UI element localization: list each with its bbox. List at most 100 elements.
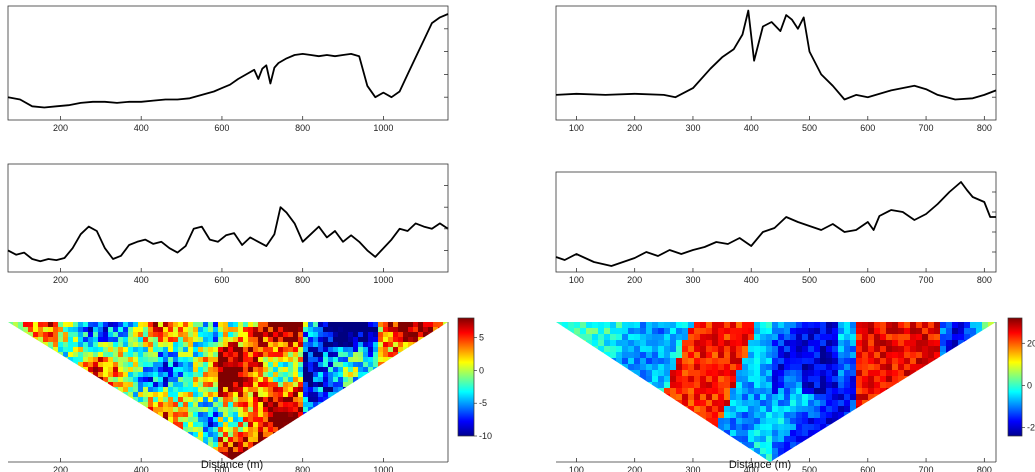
heat-right-cell xyxy=(652,436,659,443)
heat-right-cell xyxy=(898,400,905,407)
heat-left-cell xyxy=(313,352,319,358)
heat-right-cell xyxy=(808,382,815,389)
heat-left-cell xyxy=(413,437,419,443)
heat-right-cell xyxy=(766,352,773,359)
heat-left-cell xyxy=(233,407,239,413)
heat-left-cell xyxy=(18,442,24,448)
heat-left-cell xyxy=(23,367,29,373)
heat-left-cell xyxy=(98,352,104,358)
heat-left-cell xyxy=(88,422,94,428)
heat-right-cell xyxy=(562,424,569,431)
heat-right-cell xyxy=(874,430,881,437)
heat-left-cell xyxy=(383,422,389,428)
heat-left-cell xyxy=(13,362,19,368)
heat-right-cell xyxy=(808,334,815,341)
heat-right-cell xyxy=(832,430,839,437)
heat-right-cell xyxy=(562,460,569,462)
heat-right-cell xyxy=(880,328,887,335)
heat-right-cell xyxy=(934,424,941,431)
heat-left-cell xyxy=(143,377,149,383)
heat-left-cell xyxy=(318,447,324,453)
heat-right-cell xyxy=(766,358,773,365)
heat-right-cell xyxy=(610,340,617,347)
heat-left-cell xyxy=(63,322,69,328)
heat-left-cell xyxy=(128,392,134,398)
heat-right-cell xyxy=(868,406,875,413)
heat-right-cell xyxy=(562,406,569,413)
heat-left-cell xyxy=(363,432,369,438)
heat-right-cell xyxy=(592,358,599,365)
heat-left-cell xyxy=(83,367,89,373)
heat-left-cell xyxy=(78,382,84,388)
heat-right-cell xyxy=(574,436,581,443)
heat-right-cell xyxy=(736,364,743,371)
heat-left-cell xyxy=(53,377,59,383)
heat-left-cell xyxy=(148,432,154,438)
heat-left-cell xyxy=(243,447,249,453)
heat-right-cell xyxy=(748,442,755,449)
heat-right-cell xyxy=(760,442,767,449)
heat-right-cell xyxy=(628,376,635,383)
heat-left-cell xyxy=(18,377,24,383)
heat-left-cell xyxy=(93,437,99,443)
heat-left-cell xyxy=(328,442,334,448)
heat-left-cell xyxy=(378,367,384,373)
heat-right-cell xyxy=(760,400,767,407)
heat-left-cell xyxy=(308,362,314,368)
heat-right-cell xyxy=(922,448,929,455)
heat-right-cell xyxy=(676,454,683,461)
heat-left-cell xyxy=(53,352,59,358)
heat-right-cell xyxy=(970,442,977,449)
heat-right-cell xyxy=(814,388,821,395)
heat-right-cell xyxy=(574,328,581,335)
heat-left-cell xyxy=(318,407,324,413)
heat-left-cell xyxy=(68,402,74,408)
heat-right-cell xyxy=(982,340,989,347)
heat-left-cell xyxy=(78,447,84,453)
heat-left-cell xyxy=(273,452,279,458)
heat-right-cell xyxy=(574,430,581,437)
heat-right-cell xyxy=(880,412,887,419)
heat-right-cell xyxy=(820,346,827,353)
heat-left-cell xyxy=(353,337,359,343)
heat-left-cell xyxy=(203,372,209,378)
heat-right-cell xyxy=(850,430,857,437)
heat-left-cell xyxy=(8,452,14,458)
heat-left-cell xyxy=(278,427,284,433)
heat-left-cell xyxy=(258,452,264,458)
left-mid-frame xyxy=(7,163,449,273)
heat-left-cell xyxy=(183,412,189,418)
left-top-xtick-label: 600 xyxy=(214,123,229,133)
heat-left-cell xyxy=(78,392,84,398)
heat-right-cell xyxy=(814,346,821,353)
heat-right-cell xyxy=(820,352,827,359)
heat-left-cell xyxy=(243,397,249,403)
heat-left-cell xyxy=(373,377,379,383)
heat-right-cell xyxy=(880,358,887,365)
heat-right-cell xyxy=(898,424,905,431)
heat-right-cell xyxy=(940,424,947,431)
heat-left-cell xyxy=(398,442,404,448)
heat-right-cell xyxy=(838,376,845,383)
heat-right-cell xyxy=(682,334,689,341)
heat-left-cell xyxy=(303,377,309,383)
heat-right-cell xyxy=(874,328,881,335)
heat-left-cell xyxy=(83,377,89,383)
heat-right-cell xyxy=(622,352,629,359)
heat-left-cell xyxy=(18,427,24,433)
heat-left-cell xyxy=(258,397,264,403)
heat-left-cell xyxy=(218,427,224,433)
heat-right-cell xyxy=(676,418,683,425)
heat-left-cell xyxy=(43,352,49,358)
heat-left-cell xyxy=(233,377,239,383)
heat-right-cell xyxy=(922,358,929,365)
heat-left-cell xyxy=(23,402,29,408)
heat-right-cell xyxy=(952,382,959,389)
heat-left-cell xyxy=(298,422,304,428)
heat-right-cell xyxy=(844,394,851,401)
heat-right-cell xyxy=(712,322,719,329)
heat-left-cell xyxy=(43,372,49,378)
heat-left-cell xyxy=(388,332,394,338)
heat-left-cell xyxy=(308,332,314,338)
heat-right-cell xyxy=(958,448,965,455)
